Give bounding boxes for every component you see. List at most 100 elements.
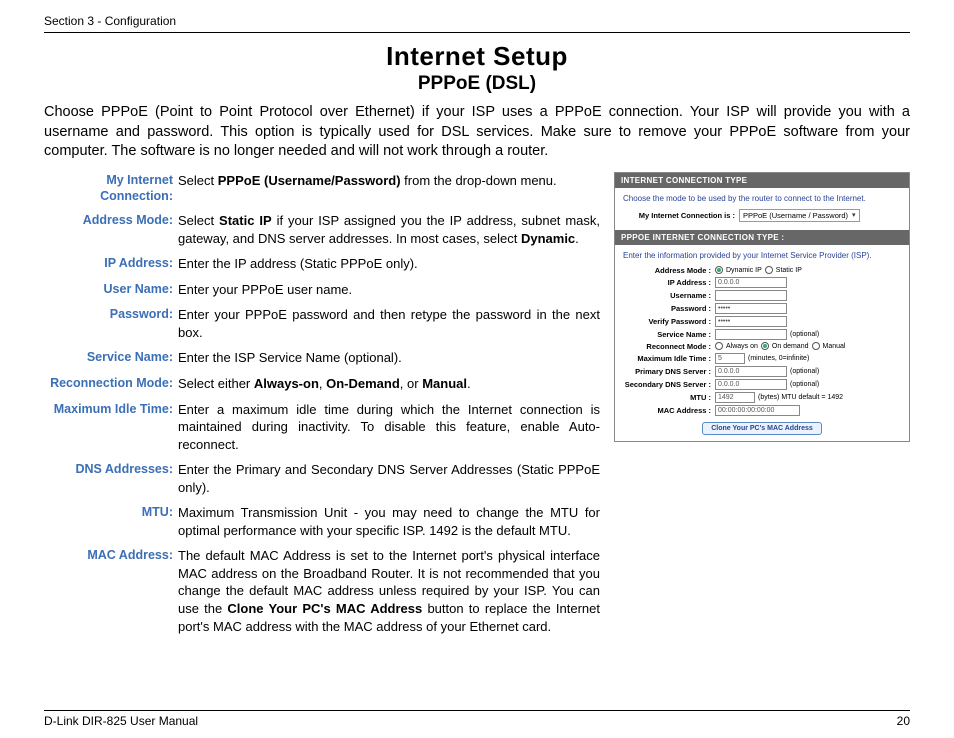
radio-on-demand[interactable] xyxy=(761,342,769,350)
radio-label: Always on xyxy=(726,343,758,350)
t: Select xyxy=(178,213,219,228)
def-max-idle-time: Maximum Idle Time: Enter a maximum idle … xyxy=(44,401,600,454)
field-password: Password : ••••• xyxy=(623,303,901,314)
field-value: ••••• xyxy=(715,316,901,327)
service-name-input[interactable] xyxy=(715,329,787,340)
def-text: Enter your PPPoE user name. xyxy=(178,281,600,299)
field-secondary-dns: Secondary DNS Server : 0.0.0.0(optional) xyxy=(623,379,901,390)
secondary-dns-input[interactable]: 0.0.0.0 xyxy=(715,379,787,390)
radio-dynamic-ip[interactable] xyxy=(715,266,723,274)
def-text: Select either Always-on, On-Demand, or M… xyxy=(178,375,600,393)
field-value: 5(minutes, 0=infinite) xyxy=(715,353,901,364)
field-reconnect-mode: Reconnect Mode : Always on On demand Man… xyxy=(623,342,901,351)
field-mac-address: MAC Address : 00:00:00:00:00:00 xyxy=(623,405,901,416)
field-label: Username : xyxy=(623,291,715,300)
def-mtu: MTU: Maximum Transmission Unit - you may… xyxy=(44,504,600,539)
field-value: (optional) xyxy=(715,329,901,340)
verify-password-input[interactable]: ••••• xyxy=(715,316,787,327)
def-label: Reconnection Mode: xyxy=(44,375,178,393)
def-dns-addresses: DNS Addresses: Enter the Primary and Sec… xyxy=(44,461,600,496)
primary-dns-input[interactable]: 0.0.0.0 xyxy=(715,366,787,377)
panel-header: PPPOE INTERNET CONNECTION TYPE : xyxy=(615,230,909,245)
clone-mac-button[interactable]: Clone Your PC's MAC Address xyxy=(702,422,822,435)
panel-desc: Enter the information provided by your I… xyxy=(623,251,901,260)
radio-manual[interactable] xyxy=(812,342,820,350)
t: Manual xyxy=(422,376,467,391)
connection-select[interactable]: PPPoE (Username / Password) xyxy=(739,209,860,222)
t: Clone Your PC's MAC Address xyxy=(227,601,422,616)
main-columns: My Internet Connection: Select PPPoE (Us… xyxy=(44,172,910,643)
radio-static-ip[interactable] xyxy=(765,266,773,274)
page-footer: D-Link DIR-825 User Manual 20 xyxy=(44,710,910,728)
t: PPPoE (Username/Password) xyxy=(218,173,401,188)
def-text: Enter a maximum idle time during which t… xyxy=(178,401,600,454)
hint: (minutes, 0=infinite) xyxy=(748,355,809,362)
footer-page-number: 20 xyxy=(897,714,910,728)
page-subtitle: PPPoE (DSL) xyxy=(44,73,910,95)
panel-body: Enter the information provided by your I… xyxy=(615,245,909,441)
def-text: Enter your PPPoE password and then retyp… xyxy=(178,306,600,341)
field-value: ••••• xyxy=(715,303,901,314)
mtu-input[interactable]: 1492 xyxy=(715,392,755,403)
def-password: Password: Enter your PPPoE password and … xyxy=(44,306,600,341)
field-label: Reconnect Mode : xyxy=(623,342,715,351)
field-service-name: Service Name : (optional) xyxy=(623,329,901,340)
panel-desc: Choose the mode to be used by the router… xyxy=(623,194,901,203)
field-value: 0.0.0.0 xyxy=(715,277,901,288)
def-reconnection-mode: Reconnection Mode: Select either Always-… xyxy=(44,375,600,393)
def-my-internet-connection: My Internet Connection: Select PPPoE (Us… xyxy=(44,172,600,205)
field-label: Primary DNS Server : xyxy=(623,367,715,376)
def-text: Enter the IP address (Static PPPoE only)… xyxy=(178,255,600,273)
def-label: Password: xyxy=(44,306,178,341)
t: Always-on xyxy=(254,376,319,391)
footer-left: D-Link DIR-825 User Manual xyxy=(44,714,198,728)
field-value: 00:00:00:00:00:00 xyxy=(715,405,901,416)
radio-label: On demand xyxy=(772,343,809,350)
t: . xyxy=(575,231,579,246)
field-label: IP Address : xyxy=(623,278,715,287)
field-label: Secondary DNS Server : xyxy=(623,380,715,389)
hint: (optional) xyxy=(790,368,819,375)
field-value: PPPoE (Username / Password) xyxy=(739,209,901,222)
field-label: Address Mode : xyxy=(623,266,715,275)
def-label: My Internet Connection: xyxy=(44,172,178,205)
idle-time-input[interactable]: 5 xyxy=(715,353,745,364)
router-ui-screenshot: INTERNET CONNECTION TYPE Choose the mode… xyxy=(614,172,910,442)
def-text: Maximum Transmission Unit - you may need… xyxy=(178,504,600,539)
field-primary-dns: Primary DNS Server : 0.0.0.0(optional) xyxy=(623,366,901,377)
t: Select either xyxy=(178,376,254,391)
def-service-name: Service Name: Enter the ISP Service Name… xyxy=(44,349,600,367)
password-input[interactable]: ••••• xyxy=(715,303,787,314)
def-label: User Name: xyxy=(44,281,178,299)
mac-address-input[interactable]: 00:00:00:00:00:00 xyxy=(715,405,800,416)
definitions-column: My Internet Connection: Select PPPoE (Us… xyxy=(44,172,600,643)
field-value: 1492(bytes) MTU default = 1492 xyxy=(715,392,901,403)
panel-header: INTERNET CONNECTION TYPE xyxy=(615,173,909,188)
screenshot-column: INTERNET CONNECTION TYPE Choose the mode… xyxy=(614,172,910,643)
def-label: DNS Addresses: xyxy=(44,461,178,496)
t: , or xyxy=(400,376,422,391)
field-username: Username : xyxy=(623,290,901,301)
field-verify-password: Verify Password : ••••• xyxy=(623,316,901,327)
hint: (optional) xyxy=(790,381,819,388)
def-text: Select PPPoE (Username/Password) from th… xyxy=(178,172,600,205)
field-max-idle-time: Maximum Idle Time : 5(minutes, 0=infinit… xyxy=(623,353,901,364)
panel-body: Choose the mode to be used by the router… xyxy=(615,188,909,230)
field-value: 0.0.0.0(optional) xyxy=(715,379,901,390)
field-value: Dynamic IP Static IP xyxy=(715,266,901,274)
radio-always-on[interactable] xyxy=(715,342,723,350)
button-row: Clone Your PC's MAC Address xyxy=(623,418,901,435)
ip-address-input[interactable]: 0.0.0.0 xyxy=(715,277,787,288)
intro-paragraph: Choose PPPoE (Point to Point Protocol ov… xyxy=(44,103,910,162)
def-user-name: User Name: Enter your PPPoE user name. xyxy=(44,281,600,299)
username-input[interactable] xyxy=(715,290,787,301)
def-label: MTU: xyxy=(44,504,178,539)
field-label: Service Name : xyxy=(623,330,715,339)
field-label: My Internet Connection is : xyxy=(623,211,739,220)
field-label: Verify Password : xyxy=(623,317,715,326)
radio-label: Static IP xyxy=(776,267,802,274)
t: . xyxy=(467,376,471,391)
def-label: IP Address: xyxy=(44,255,178,273)
field-address-mode: Address Mode : Dynamic IP Static IP xyxy=(623,266,901,275)
t: from the drop-down menu. xyxy=(401,173,557,188)
